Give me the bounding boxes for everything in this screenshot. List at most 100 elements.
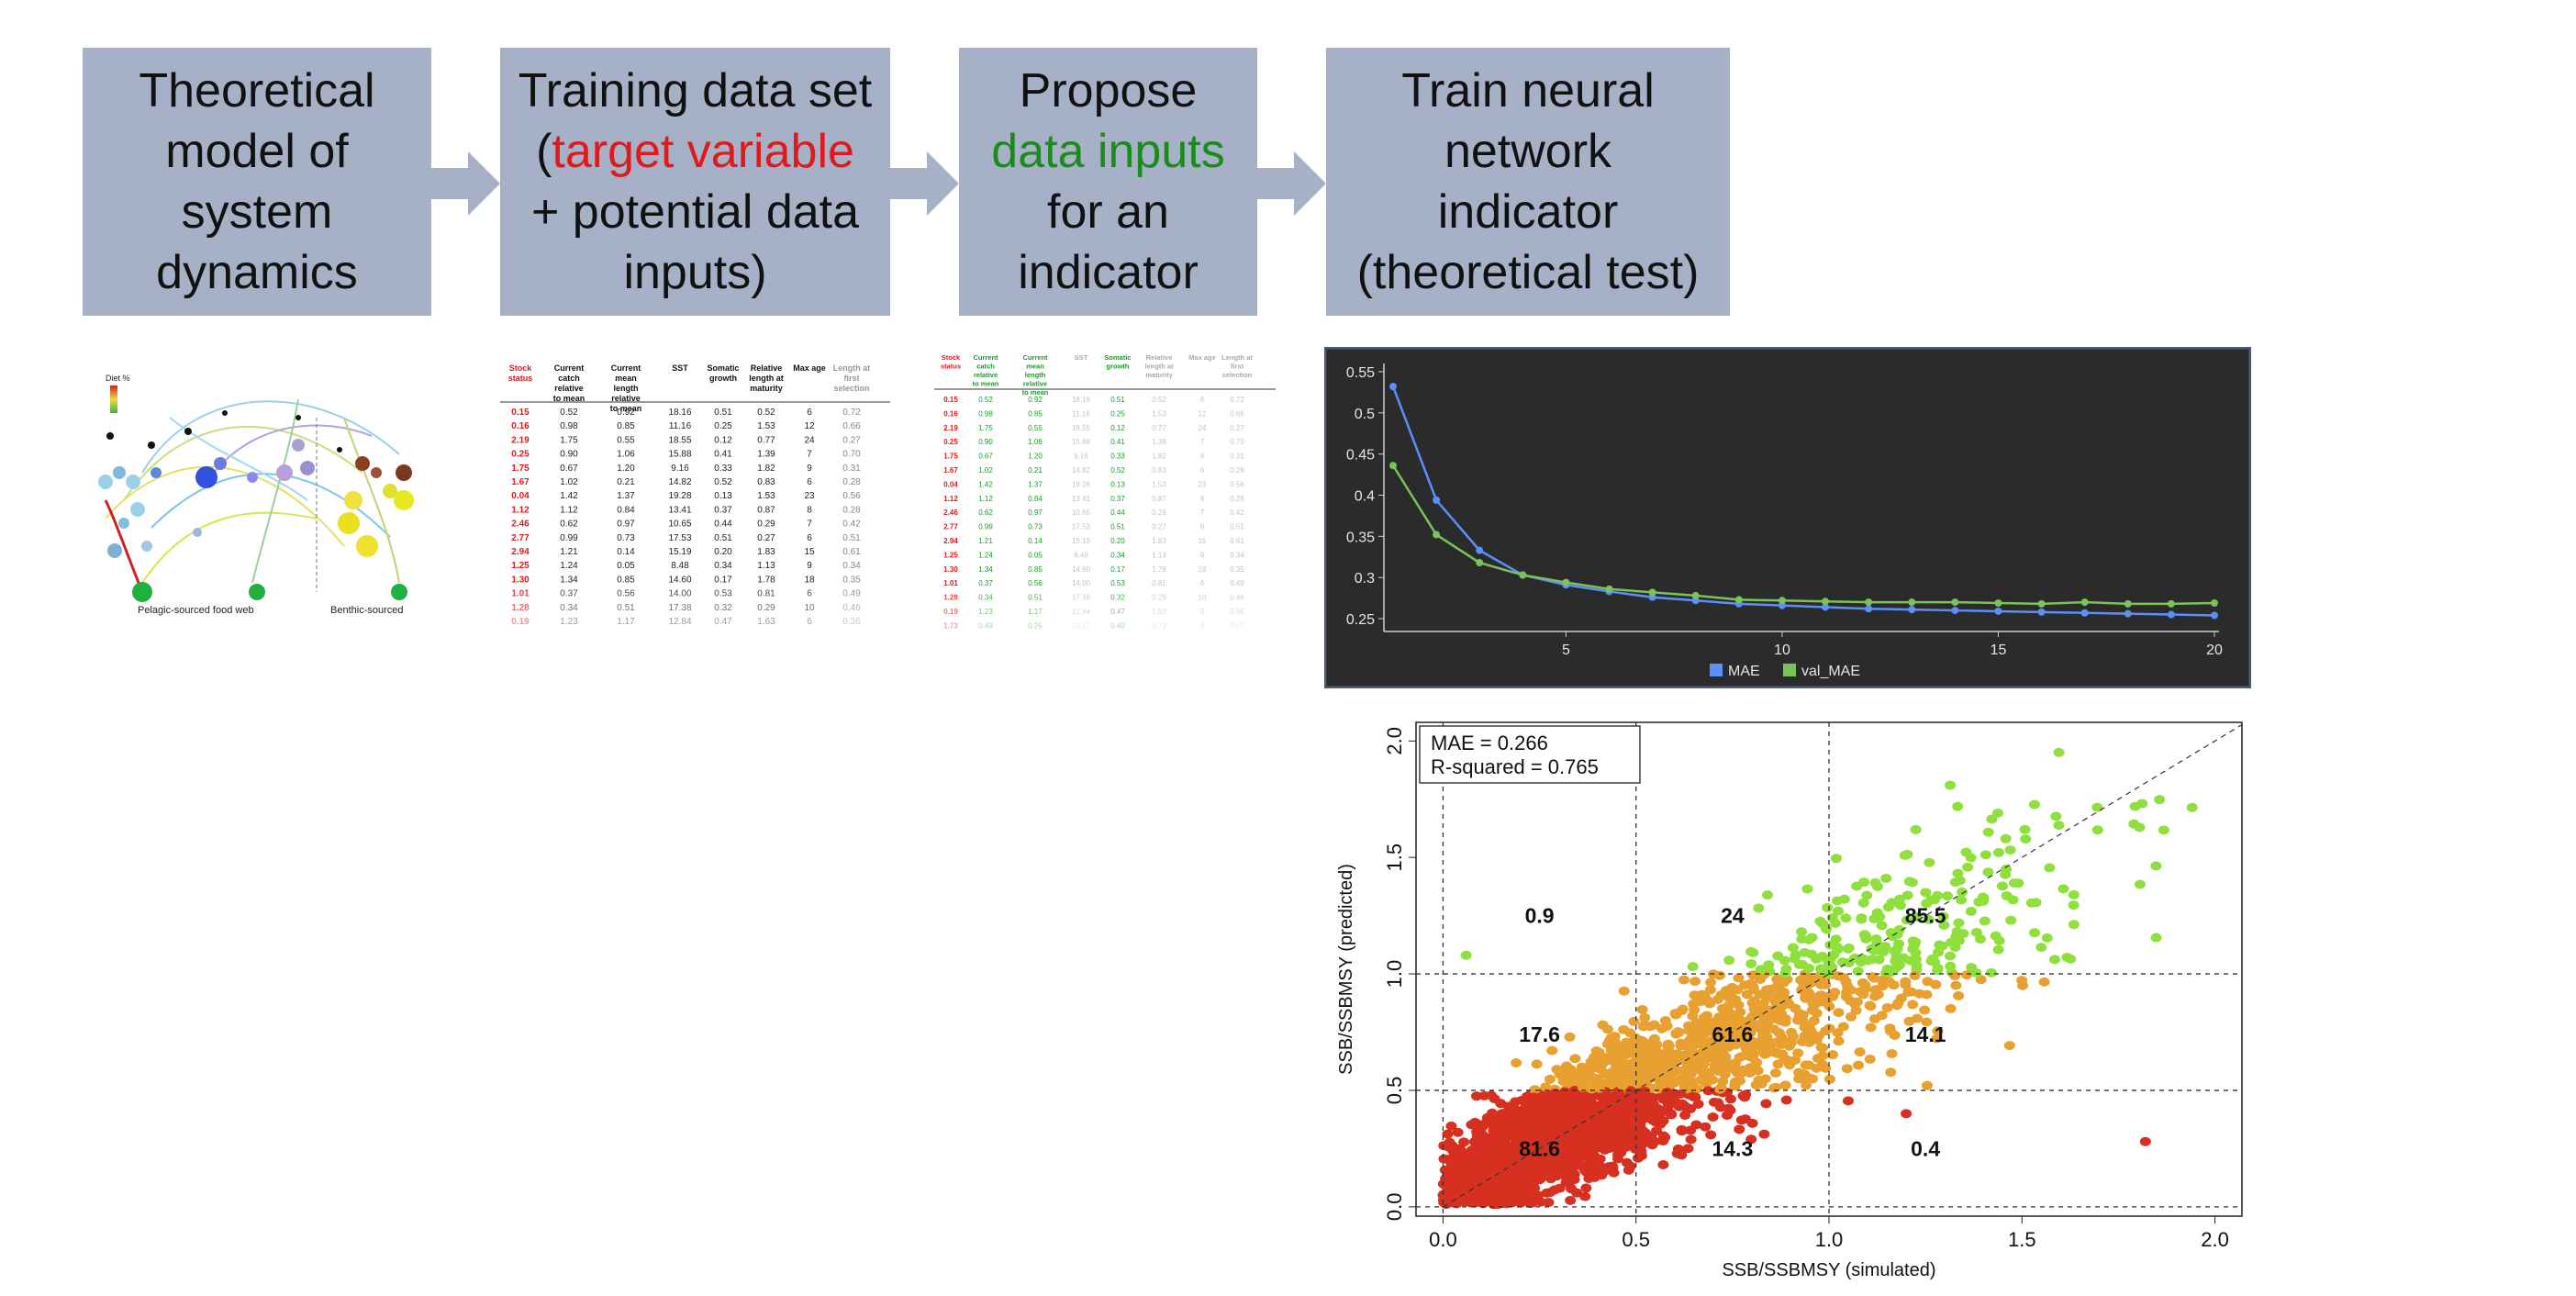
step2-line1: Training data set — [518, 64, 873, 117]
scatter-point — [1600, 1120, 1611, 1130]
table-cell: 23 — [1199, 480, 1207, 488]
scatter-point — [1590, 1133, 1602, 1143]
scatter-point — [1841, 992, 1853, 1002]
scatter-point — [1756, 1003, 1768, 1013]
scatter-point — [1724, 1105, 1736, 1115]
scatter-point — [1515, 1096, 1527, 1106]
loss-point-val_MAE — [2167, 599, 2175, 608]
scatter-point — [2007, 895, 2019, 905]
scatter-point — [1938, 921, 1950, 931]
scatter-point — [1822, 902, 1834, 912]
scatter-point — [1612, 1140, 1624, 1150]
loss-point-val_MAE — [1778, 597, 1786, 605]
table-cell: 17.38 — [1072, 594, 1091, 602]
table-cell: 18.55 — [668, 435, 691, 445]
table-cell: 12 — [804, 421, 815, 431]
table-cell: 8.48 — [671, 561, 689, 571]
scatter-point — [2038, 977, 2050, 987]
scatter-point — [1785, 1027, 1797, 1037]
scatter-point — [1637, 1022, 1649, 1032]
scatter-point — [1730, 1040, 1742, 1050]
table-cell: 0.70 — [842, 450, 861, 460]
table-cell: 0.14 — [617, 547, 635, 557]
scatter-point — [1637, 1112, 1649, 1122]
scatter-point — [1661, 1096, 1673, 1106]
table-cell: 0.20 — [1110, 537, 1125, 545]
scatter-point — [1840, 913, 1852, 923]
table-cell: 10.65 — [1072, 508, 1091, 517]
scatter-point — [1952, 868, 1964, 878]
scatter-point — [1806, 1005, 1818, 1015]
table-cell: 1.63 — [757, 617, 775, 627]
scatter-point — [1707, 1112, 1719, 1123]
scatter-point — [1712, 994, 1723, 1004]
target-variable-text: target variable — [552, 125, 854, 178]
table-cell: 24 — [804, 435, 815, 445]
scatter-point — [1715, 1082, 1727, 1092]
scatter-point — [1515, 1109, 1527, 1119]
scatter-point — [1748, 996, 1760, 1006]
table-cell: 0.87 — [1152, 495, 1166, 503]
table-cell: 6 — [1200, 579, 1205, 587]
scatter-point — [1583, 1093, 1595, 1103]
table-cell: 1.23 — [560, 617, 578, 627]
scatter-point — [1886, 1048, 1898, 1058]
scatter-cell-label: 17.6 — [1519, 1022, 1560, 1046]
table-header-2: Current mean length relative to mean — [1022, 353, 1049, 397]
table-cell: 0.37 — [978, 579, 993, 587]
scatter-point — [1558, 1139, 1570, 1149]
scatter-point — [1635, 1151, 1647, 1161]
scatter-point — [1689, 1092, 1701, 1102]
scatter-point — [1736, 1067, 1748, 1078]
scatter-point — [1753, 1075, 1765, 1085]
loss-y-tick-label: 0.3 — [1355, 571, 1375, 587]
table-cell: 7 — [1200, 438, 1205, 446]
food-web-left-label: Pelagic-sourced food web — [138, 605, 254, 616]
table-cell: 0.04 — [511, 491, 530, 501]
scatter-point — [1618, 1043, 1630, 1053]
scatter-point — [1659, 1016, 1671, 1026]
scatter-point — [1713, 1043, 1725, 1053]
scatter-point — [1747, 985, 1759, 995]
scatter-y-tick-label: 2.0 — [1383, 727, 1406, 755]
table-header-3: SST — [1075, 353, 1088, 362]
table-cell: 0.51 — [1230, 523, 1244, 531]
table-cell: 13.41 — [1072, 495, 1091, 503]
table-cell: 11.16 — [1072, 409, 1090, 418]
table-cell: 1.75 — [511, 464, 530, 474]
scatter-point — [1869, 877, 1881, 888]
table-cell: 0.67 — [560, 464, 578, 474]
loss-point-val_MAE — [1865, 598, 1873, 607]
table-header-5: Relative length at maturity — [749, 363, 784, 393]
scatter-point — [1942, 891, 1954, 901]
scatter-x-tick-label: 1.0 — [1815, 1228, 1844, 1251]
table-cell: 0.52 — [1152, 396, 1166, 404]
table-cell: 0.31 — [1230, 452, 1244, 461]
scatter-point — [1710, 1054, 1722, 1064]
scatter-y-tick-label: 0.5 — [1383, 1077, 1406, 1105]
table-cell: 1.12 — [943, 495, 958, 503]
scatter-point — [1734, 1124, 1745, 1134]
scatter-point — [1745, 1028, 1756, 1038]
scatter-point — [1808, 1016, 1820, 1026]
scatter-point — [1649, 1136, 1661, 1146]
scatter-point — [1617, 1080, 1629, 1090]
table-cell: 1.01 — [511, 589, 530, 599]
scatter-point — [1510, 1160, 1522, 1170]
scatter-point — [1907, 944, 1919, 955]
loss-y-tick-label: 0.5 — [1355, 407, 1375, 422]
table-cell: 0.36 — [842, 617, 861, 627]
loss-y-tick-label: 0.55 — [1346, 365, 1375, 381]
scatter-point — [1679, 1111, 1691, 1121]
scatter-point — [1873, 955, 1885, 965]
scatter-cell-label: 14.1 — [1905, 1022, 1946, 1046]
scatter-point — [1463, 1177, 1475, 1187]
loss-point-MAE — [2080, 609, 2089, 617]
scatter-point — [1723, 955, 1735, 966]
table-cell: 1.83 — [1152, 537, 1166, 545]
scatter-y-tick-label: 1.5 — [1383, 844, 1406, 872]
table-cell: 0.16 — [943, 409, 958, 418]
scatter-point — [1730, 1058, 1742, 1068]
scatter-point — [1827, 1050, 1839, 1060]
scatter-point — [1901, 890, 1913, 900]
